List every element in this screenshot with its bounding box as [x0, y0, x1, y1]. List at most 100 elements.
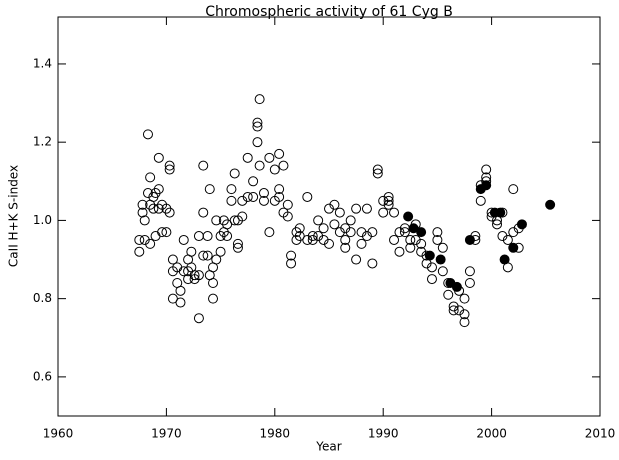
open-point: [318, 234, 329, 245]
open-point: [211, 254, 222, 265]
open-point: [269, 164, 280, 175]
open-point: [432, 234, 443, 245]
open-point: [313, 215, 324, 226]
open-point: [356, 227, 367, 238]
open-point: [464, 266, 475, 277]
open-point: [274, 191, 285, 202]
open-point: [286, 250, 297, 261]
open-point: [329, 199, 340, 210]
open-point: [318, 223, 329, 234]
open-point: [340, 223, 351, 234]
y-tick-label: 0.8: [33, 291, 52, 305]
open-point: [232, 242, 243, 253]
open-point: [208, 278, 219, 288]
open-point: [459, 293, 470, 304]
open-point: [229, 168, 240, 179]
open-point: [324, 203, 334, 214]
open-point: [475, 195, 486, 206]
open-point: [248, 191, 259, 202]
filled-point: [508, 242, 519, 253]
open-point: [454, 305, 465, 316]
open-point: [367, 258, 378, 269]
open-point: [372, 168, 383, 179]
open-point: [142, 129, 153, 140]
open-point: [248, 176, 259, 187]
open-point: [302, 234, 313, 245]
open-point: [497, 231, 508, 242]
open-point: [258, 195, 269, 206]
open-point: [405, 242, 416, 253]
open-point: [286, 258, 297, 269]
open-point: [340, 234, 351, 245]
open-point: [282, 199, 293, 210]
filled-point: [435, 254, 446, 265]
open-point: [189, 270, 200, 281]
y-tick-label: 1.0: [33, 213, 52, 227]
open-point: [167, 254, 178, 265]
open-point: [492, 219, 503, 230]
open-point: [508, 227, 519, 238]
open-point: [252, 137, 263, 148]
open-point: [153, 152, 164, 163]
x-axis-label: Year: [315, 440, 341, 454]
open-point: [282, 211, 293, 222]
filled-point: [424, 250, 435, 261]
open-point: [389, 234, 400, 245]
open-point: [164, 164, 175, 175]
open-point: [193, 270, 204, 281]
open-point: [193, 231, 204, 242]
open-point: [226, 184, 237, 195]
filled-point: [451, 281, 462, 292]
open-point: [164, 160, 175, 171]
y-tick-label: 0.6: [33, 369, 52, 383]
open-point: [367, 227, 378, 238]
open-point: [153, 184, 164, 195]
open-point: [264, 152, 275, 163]
open-point: [399, 227, 410, 238]
open-point: [258, 188, 269, 199]
filled-point: [403, 211, 414, 222]
open-point: [459, 309, 470, 320]
open-point: [378, 195, 389, 206]
open-point: [254, 160, 265, 171]
open-point: [448, 301, 459, 312]
open-point: [410, 234, 421, 245]
filled-point: [499, 254, 510, 265]
x-tick-label: 2010: [585, 427, 616, 441]
open-point: [459, 317, 470, 328]
open-point: [448, 305, 459, 316]
open-point: [394, 246, 405, 257]
open-point: [437, 266, 448, 277]
open-point: [208, 293, 219, 304]
open-point: [137, 207, 148, 218]
open-point: [389, 207, 400, 218]
filled-point: [545, 199, 556, 210]
open-point: [211, 215, 222, 226]
open-point: [157, 227, 168, 238]
open-point: [237, 211, 248, 222]
open-point: [237, 195, 248, 206]
open-point: [464, 278, 475, 288]
open-point: [232, 238, 243, 249]
open-point: [175, 285, 186, 296]
open-point: [178, 234, 189, 245]
open-point: [164, 207, 175, 218]
open-point: [139, 234, 150, 245]
filled-point: [481, 180, 492, 191]
x-tick-label: 2000: [476, 427, 507, 441]
filled-point: [416, 227, 427, 238]
open-point: [148, 203, 159, 214]
open-point: [278, 160, 289, 171]
open-point: [294, 223, 305, 234]
open-point: [222, 231, 233, 242]
open-point: [242, 152, 253, 163]
x-tick-label: 1990: [368, 427, 399, 441]
open-point: [378, 207, 389, 218]
open-point: [142, 188, 153, 199]
filled-point: [495, 207, 506, 218]
open-point: [204, 184, 215, 195]
open-point: [345, 227, 356, 238]
open-point: [443, 289, 454, 300]
